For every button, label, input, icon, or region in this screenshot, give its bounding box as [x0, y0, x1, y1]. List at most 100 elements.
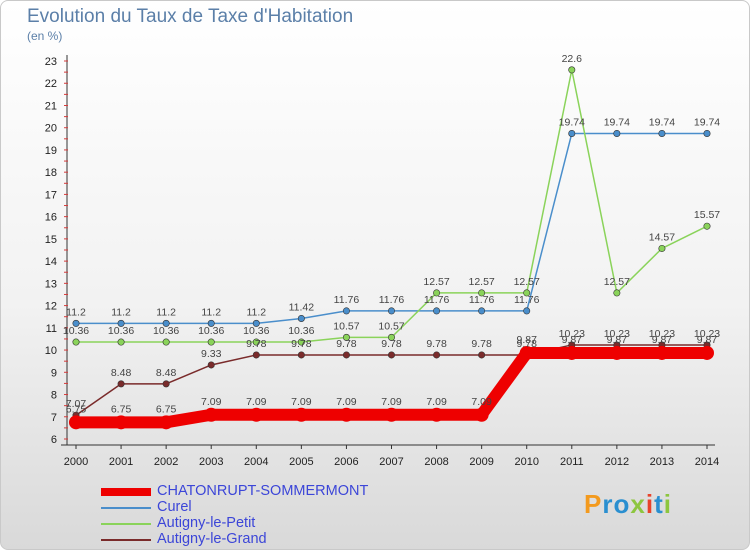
- data-label: 7.09: [246, 396, 267, 408]
- data-point: [342, 307, 350, 315]
- data-label: 10.57: [333, 320, 359, 332]
- data-point: [384, 407, 399, 422]
- data-point: [159, 415, 174, 430]
- data-point: [162, 319, 170, 327]
- data-label: 9.78: [246, 338, 267, 350]
- data-label: 9.33: [201, 348, 222, 360]
- data-point: [523, 307, 531, 315]
- data-point: [658, 129, 666, 137]
- data-point: [297, 338, 305, 346]
- data-point: [703, 222, 711, 230]
- data-point: [207, 361, 215, 369]
- legend-swatch-chatonrupt: [101, 488, 151, 496]
- data-label: 6.75: [66, 403, 87, 415]
- data-label: 10.23: [559, 328, 585, 340]
- data-label: 11.76: [514, 294, 540, 306]
- x-tick-label: 2003: [199, 456, 223, 468]
- data-label: 9.87: [562, 334, 583, 346]
- data-point: [613, 129, 621, 137]
- data-label: 7.09: [336, 396, 357, 408]
- data-point: [609, 345, 624, 360]
- y-tick-label: 9: [51, 367, 57, 379]
- data-point: [297, 314, 305, 322]
- legend-label-curel: Curel: [157, 499, 192, 515]
- data-point: [654, 345, 669, 360]
- data-point: [162, 380, 170, 388]
- y-tick-label: 21: [45, 100, 57, 112]
- data-label: 8.48: [111, 367, 132, 379]
- logo-letter: i: [663, 489, 672, 519]
- y-tick-label: 13: [45, 278, 57, 290]
- data-point: [568, 66, 576, 74]
- y-tick-label: 7: [51, 412, 57, 424]
- data-label: 11.2: [66, 306, 86, 318]
- data-point: [478, 307, 486, 315]
- data-label: 10.36: [243, 325, 269, 337]
- legend-swatch-autigny-le-grand: [101, 539, 151, 541]
- data-label: 15.57: [694, 209, 720, 221]
- data-label: 11.76: [469, 294, 495, 306]
- x-tick-label: 2002: [154, 456, 178, 468]
- data-label: 10.23: [604, 328, 630, 340]
- x-tick-label: 2007: [379, 456, 403, 468]
- data-point: [342, 351, 350, 359]
- data-label: 7.09: [201, 396, 222, 408]
- data-point: [117, 380, 125, 388]
- data-point: [297, 351, 305, 359]
- data-label: 12.57: [604, 276, 630, 288]
- data-label: 7.09: [426, 396, 447, 408]
- x-tick-label: 2004: [244, 456, 268, 468]
- data-point: [703, 129, 711, 137]
- data-label: 12.57: [469, 276, 495, 288]
- data-point: [252, 338, 260, 346]
- y-tick-label: 22: [45, 78, 57, 90]
- data-point: [117, 319, 125, 327]
- y-tick-label: 20: [45, 123, 57, 135]
- chart-title: Evolution du Taux de Taxe d'Habitation: [27, 6, 354, 27]
- data-point: [339, 407, 354, 422]
- data-point: [69, 415, 83, 430]
- x-tick-label: 2011: [560, 456, 584, 468]
- data-point: [658, 244, 666, 252]
- data-point: [429, 407, 444, 422]
- data-label: 9.87: [652, 334, 673, 346]
- data-point: [613, 289, 621, 297]
- data-point: [342, 333, 350, 341]
- legend-label-chatonrupt: CHATONRUPT-SOMMERMONT: [157, 483, 369, 499]
- data-point: [162, 338, 170, 346]
- data-point: [478, 289, 486, 297]
- data-point: [474, 407, 489, 422]
- data-label: 9.87: [516, 334, 537, 346]
- proxiti-logo: Proxiti: [584, 489, 672, 520]
- logo-letter: t: [654, 489, 664, 519]
- data-label: 11.42: [289, 301, 315, 313]
- data-label: 7.09: [471, 396, 492, 408]
- data-point: [207, 338, 215, 346]
- legend-swatch-autigny-le-petit: [101, 523, 151, 525]
- data-point: [478, 351, 486, 359]
- data-label: 9.78: [426, 338, 447, 350]
- y-tick-label: 15: [45, 234, 57, 246]
- data-label: 11.76: [379, 294, 405, 306]
- data-label: 10.57: [378, 320, 404, 332]
- x-tick-label: 2000: [64, 456, 88, 468]
- logo-letter: x: [630, 489, 646, 519]
- data-label: 9.78: [516, 338, 537, 350]
- data-label: 11.76: [334, 294, 360, 306]
- data-point: [252, 319, 260, 327]
- data-point: [207, 319, 215, 327]
- data-point: [114, 415, 129, 430]
- data-point: [564, 345, 579, 360]
- data-label: 9.78: [471, 338, 492, 350]
- data-point: [519, 345, 534, 360]
- data-label: 6.75: [156, 403, 177, 415]
- data-label: 9.87: [697, 334, 718, 346]
- data-point: [433, 289, 441, 297]
- y-tick-label: 10: [45, 345, 57, 357]
- data-point: [72, 338, 80, 346]
- x-tick-label: 2010: [514, 456, 538, 468]
- data-label: 12.57: [423, 276, 449, 288]
- data-label: 11.76: [424, 294, 450, 306]
- data-label: 9.87: [607, 334, 628, 346]
- x-tick-label: 2013: [650, 456, 674, 468]
